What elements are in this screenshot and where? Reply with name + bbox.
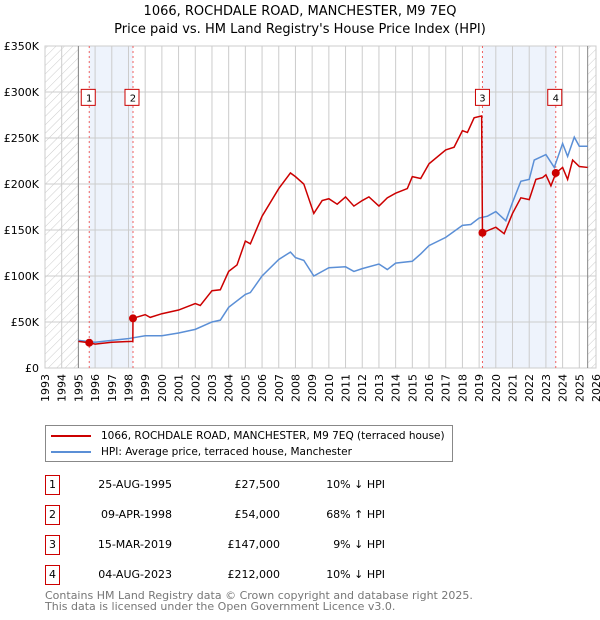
sale-point bbox=[128, 314, 137, 323]
x-tick-label: 2012 bbox=[356, 374, 369, 402]
sale-number: 2 bbox=[45, 505, 60, 525]
sale-hpi-diff: 10% ↓ HPI bbox=[326, 478, 385, 491]
hatched-region bbox=[587, 46, 596, 368]
x-tick-label: 2013 bbox=[373, 374, 386, 402]
x-tick-label: 2026 bbox=[590, 374, 600, 402]
x-tick-label: 2017 bbox=[440, 374, 453, 402]
legend-swatch-hpi bbox=[51, 451, 91, 453]
x-tick-label: 2003 bbox=[206, 374, 219, 402]
y-tick-label: £350K bbox=[4, 40, 40, 53]
sale-price: £212,000 bbox=[227, 568, 281, 581]
sale-price: £54,000 bbox=[234, 508, 281, 521]
x-tick-label: 2021 bbox=[507, 374, 520, 402]
chart-title: 1066, ROCHDALE ROAD, MANCHESTER, M9 7EQ bbox=[143, 4, 457, 19]
sale-hpi-diff: 9% ↓ HPI bbox=[333, 538, 385, 551]
hpi-line bbox=[78, 135, 588, 343]
x-tick-label: 2022 bbox=[523, 374, 536, 402]
y-tick-label: £200K bbox=[4, 178, 40, 191]
y-tick-label: £50K bbox=[11, 316, 40, 329]
sale-hpi-diff: 10% ↓ HPI bbox=[326, 568, 385, 581]
x-tick-label: 2002 bbox=[189, 374, 202, 402]
sale-label-box bbox=[474, 88, 490, 106]
x-tick-label: 2023 bbox=[540, 374, 553, 402]
x-tick-label: 1993 bbox=[39, 374, 52, 402]
x-tick-label: 1997 bbox=[106, 374, 119, 402]
x-tick-label: 2015 bbox=[406, 374, 419, 402]
sale-price: £147,000 bbox=[227, 538, 281, 551]
x-tick-label: 2019 bbox=[473, 374, 486, 402]
sale-label-box bbox=[80, 88, 96, 106]
x-tick-label: 2025 bbox=[573, 374, 586, 402]
legend-label-hpi: HPI: Average price, terraced house, Manc… bbox=[101, 446, 352, 458]
y-tick-label: £300K bbox=[4, 86, 40, 99]
x-tick-label: 2011 bbox=[340, 374, 353, 402]
sale-price: £27,500 bbox=[234, 478, 281, 491]
x-tick-label: 2016 bbox=[423, 374, 436, 402]
sale-row: 3 15-MAR-2019 £147,000 9% ↓ HPI bbox=[45, 535, 465, 555]
x-tick-label: 2014 bbox=[390, 374, 403, 402]
sale-point bbox=[478, 228, 487, 237]
x-tick-label: 2004 bbox=[223, 374, 236, 402]
sale-label-number: 2 bbox=[130, 93, 136, 104]
plot-area: 1993 1994 1995 1996 1997 1998 1999 2000 2001 2002… bbox=[4, 40, 600, 402]
x-tick-label: 1998 bbox=[122, 374, 135, 402]
y-tick-label: £100K bbox=[4, 270, 40, 283]
x-tick-label: 1995 bbox=[72, 374, 85, 402]
sale-row: 4 04-AUG-2023 £212,000 10% ↓ HPI bbox=[45, 565, 465, 585]
x-tick-label: 2000 bbox=[156, 374, 169, 402]
x-tick-label: 2024 bbox=[557, 374, 570, 402]
x-tick-label: 2007 bbox=[273, 374, 286, 402]
x-tick-label: 2009 bbox=[306, 374, 319, 402]
sale-label-number: 4 bbox=[553, 93, 559, 104]
sale-number: 3 bbox=[45, 535, 60, 555]
x-tick-label: 2018 bbox=[456, 374, 469, 402]
sale-row: 1 25-AUG-1995 £27,500 10% ↓ HPI bbox=[45, 475, 465, 495]
sale-number: 4 bbox=[45, 565, 60, 585]
y-tick-label: £150K bbox=[4, 224, 40, 237]
x-tick-label: 2020 bbox=[490, 374, 503, 402]
y-tick-label: £250K bbox=[4, 132, 40, 145]
sale-number: 1 bbox=[45, 475, 60, 495]
y-tick-label: £0 bbox=[25, 362, 39, 375]
property-price-line bbox=[78, 114, 588, 345]
shaded-region bbox=[482, 46, 556, 368]
x-tick-label: 1994 bbox=[56, 374, 69, 402]
sale-label-number: 1 bbox=[86, 93, 92, 104]
x-tick-label: 2005 bbox=[239, 374, 252, 402]
sale-label-box bbox=[124, 88, 140, 106]
x-tick-label: 2010 bbox=[323, 374, 336, 402]
sale-row: 2 09-APR-1998 £54,000 68% ↑ HPI bbox=[45, 505, 465, 525]
sale-hpi-diff: 68% ↑ HPI bbox=[326, 508, 385, 521]
x-tick-label: 2006 bbox=[256, 374, 269, 402]
sale-label-box bbox=[547, 88, 563, 106]
sale-point bbox=[551, 168, 560, 177]
sale-label-number: 3 bbox=[479, 93, 485, 104]
sale-point bbox=[85, 338, 94, 347]
x-tick-label: 1996 bbox=[89, 374, 102, 402]
sale-date: 09-APR-1998 bbox=[100, 508, 172, 521]
x-tick-label: 1999 bbox=[139, 374, 152, 402]
x-tick-label: 2008 bbox=[289, 374, 302, 402]
sale-date: 15-MAR-2019 bbox=[97, 538, 172, 551]
footer-licence: This data is licensed under the Open Gov… bbox=[45, 600, 396, 613]
legend: 1066, ROCHDALE ROAD, MANCHESTER, M9 7EQ … bbox=[45, 425, 453, 462]
sale-date: 04-AUG-2023 bbox=[98, 568, 172, 581]
legend-label-property: 1066, ROCHDALE ROAD, MANCHESTER, M9 7EQ … bbox=[101, 430, 445, 442]
x-tick-label: 2001 bbox=[173, 374, 186, 402]
legend-swatch-property bbox=[51, 435, 91, 437]
footer-copyright: Contains HM Land Registry data © Crown c… bbox=[45, 589, 473, 602]
sale-date: 25-AUG-1995 bbox=[98, 478, 172, 491]
chart-subtitle: Price paid vs. HM Land Registry's House … bbox=[114, 22, 486, 37]
